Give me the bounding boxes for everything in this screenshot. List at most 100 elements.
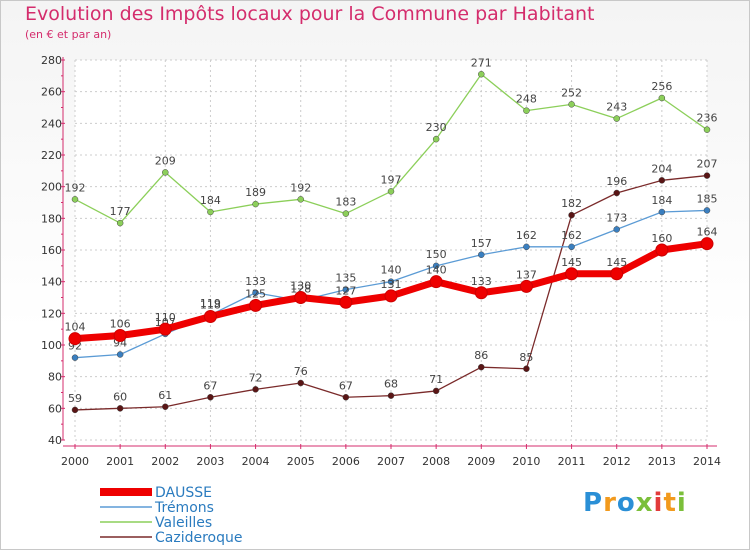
- data-label: 67: [339, 379, 353, 392]
- data-label: 177: [110, 205, 131, 218]
- data-label: 197: [381, 173, 402, 186]
- data-point: [565, 267, 579, 281]
- data-point: [658, 177, 666, 184]
- data-label: 185: [697, 192, 718, 205]
- legend-label: Cazideroque: [155, 530, 242, 546]
- data-point: [342, 394, 350, 401]
- data-point: [613, 189, 620, 197]
- data-point: [703, 172, 711, 179]
- data-label: 127: [335, 284, 356, 297]
- x-tick-label: 2010: [512, 455, 540, 468]
- data-label: 209: [155, 154, 176, 167]
- y-tick-label: 240: [41, 117, 62, 130]
- data-label: 256: [651, 80, 672, 93]
- data-label: 71: [429, 373, 443, 386]
- data-point: [478, 251, 485, 258]
- data-label: 196: [606, 175, 627, 188]
- data-label: 137: [516, 268, 537, 281]
- data-point: [71, 196, 79, 203]
- data-point: [429, 275, 443, 289]
- data-point: [207, 394, 214, 401]
- data-label: 61: [158, 389, 172, 402]
- data-label: 133: [245, 275, 266, 288]
- data-point: [116, 351, 124, 358]
- data-point: [252, 289, 259, 296]
- data-label: 140: [381, 264, 402, 277]
- data-label: 243: [606, 101, 627, 114]
- data-point: [68, 332, 82, 346]
- logo-letter: i: [676, 488, 687, 518]
- legend-label: Trémons: [154, 500, 214, 516]
- data-point: [158, 322, 172, 336]
- data-label: 184: [651, 194, 672, 207]
- x-tick-label: 2013: [648, 455, 676, 468]
- x-tick-label: 2000: [61, 455, 89, 468]
- data-point: [610, 267, 624, 281]
- data-label: 160: [651, 232, 672, 245]
- logo-letter: r: [603, 488, 617, 518]
- data-point: [523, 365, 530, 372]
- data-point: [568, 211, 575, 219]
- data-label: 60: [113, 390, 127, 403]
- data-label: 106: [110, 318, 131, 331]
- data-point: [71, 406, 79, 414]
- data-point: [519, 279, 533, 293]
- chart-title: Evolution des Impôts locaux pour la Comm…: [25, 3, 595, 25]
- data-point: [113, 329, 127, 342]
- data-label: 157: [471, 237, 492, 250]
- data-point: [474, 286, 488, 300]
- data-label: 128: [290, 283, 311, 296]
- data-point: [478, 363, 485, 371]
- data-label: 104: [65, 321, 86, 334]
- data-point: [613, 115, 620, 122]
- data-label: 271: [471, 56, 492, 69]
- data-label: 67: [203, 379, 217, 392]
- data-point: [568, 243, 575, 251]
- data-point: [162, 403, 169, 410]
- x-tick-label: 2003: [196, 455, 224, 468]
- x-tick-label: 2011: [558, 455, 586, 468]
- x-tick-label: 2012: [603, 455, 631, 468]
- x-tick-label: 2001: [106, 455, 134, 468]
- data-point: [384, 289, 398, 303]
- data-label: 86: [474, 349, 488, 362]
- data-label: 130: [290, 280, 311, 293]
- data-label: 183: [335, 196, 356, 209]
- data-label: 59: [68, 392, 82, 405]
- data-label: 119: [200, 297, 221, 310]
- x-tick-label: 2005: [287, 455, 315, 468]
- data-label: 192: [290, 181, 311, 194]
- data-label: 192: [65, 181, 86, 194]
- data-point: [294, 291, 308, 304]
- data-label: 162: [516, 229, 537, 242]
- data-label: 236: [697, 112, 718, 125]
- data-label: 248: [516, 93, 537, 106]
- data-point: [387, 278, 395, 285]
- data-point: [249, 298, 263, 312]
- data-label: 140: [426, 264, 447, 277]
- logo-letter: i: [653, 488, 664, 518]
- x-tick-label: 2008: [422, 455, 450, 468]
- data-point: [432, 262, 440, 270]
- proxiti-logo: Proxiti: [583, 488, 687, 518]
- data-point: [387, 188, 395, 195]
- data-point: [655, 243, 669, 257]
- data-point: [658, 94, 666, 102]
- data-label: 133: [471, 275, 492, 288]
- data-point: [252, 200, 259, 208]
- data-point: [71, 354, 79, 361]
- data-label: 131: [381, 278, 402, 291]
- y-tick-label: 180: [41, 212, 62, 225]
- data-label: 164: [697, 226, 718, 239]
- y-tick-label: 120: [41, 307, 62, 320]
- data-label: 135: [335, 272, 356, 285]
- data-point: [207, 208, 214, 216]
- data-point: [523, 243, 530, 251]
- data-label: 150: [426, 248, 447, 261]
- y-tick-label: 200: [41, 181, 62, 194]
- data-label: 85: [519, 351, 533, 364]
- data-label: 72: [249, 371, 263, 384]
- x-tick-label: 2004: [242, 455, 270, 468]
- x-tick-label: 2009: [467, 455, 495, 468]
